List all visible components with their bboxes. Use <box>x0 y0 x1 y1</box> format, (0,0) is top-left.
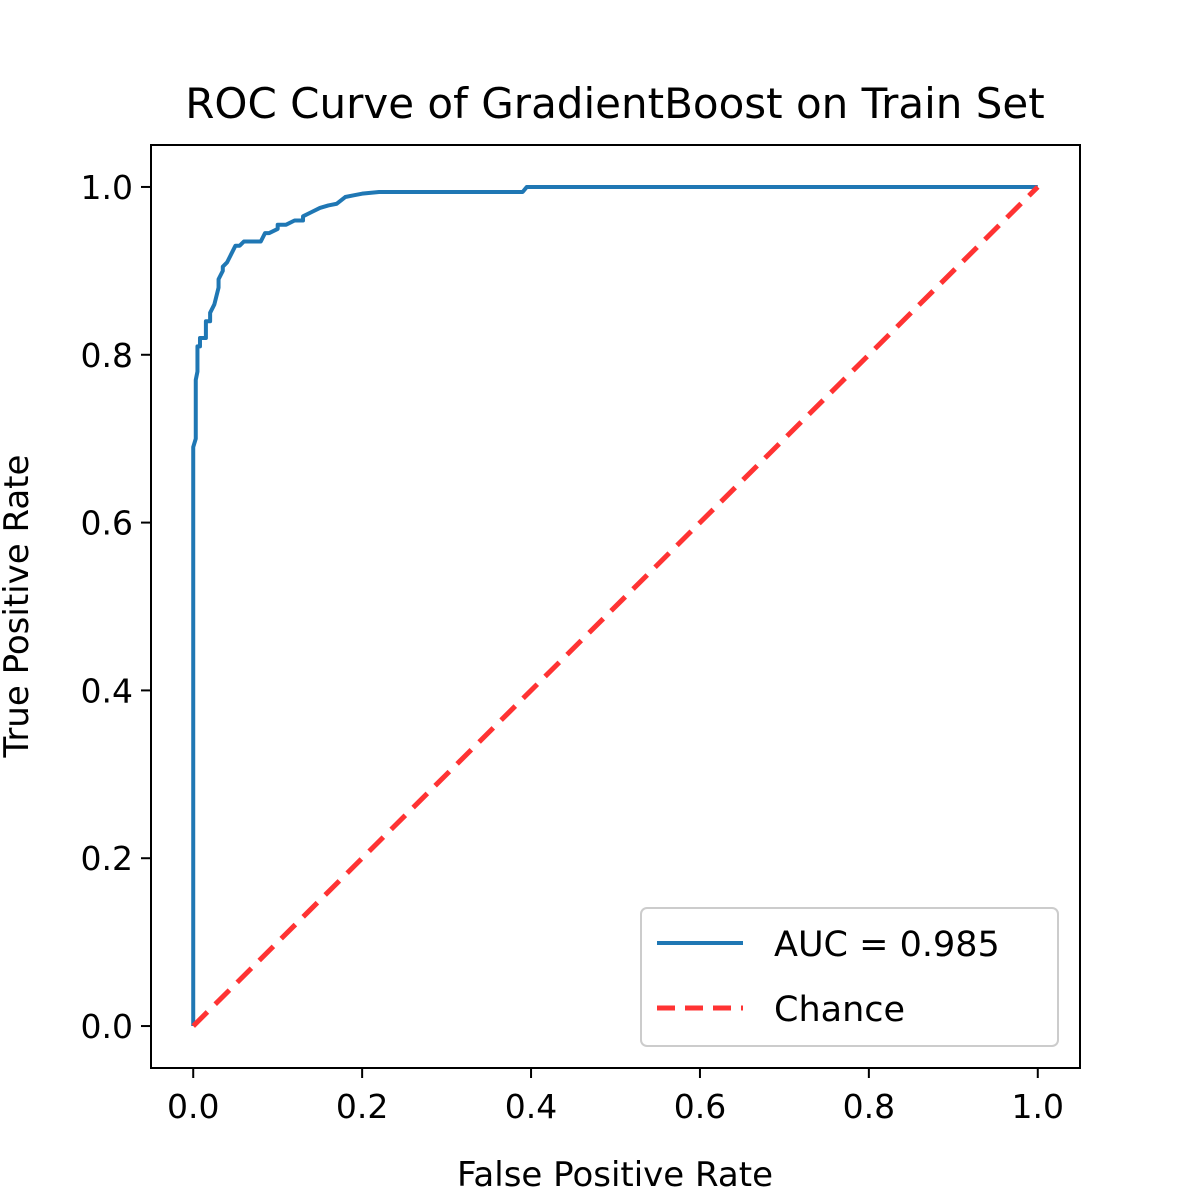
y-tick-label: 0.2 <box>81 839 133 878</box>
chart-title: ROC Curve of GradientBoost on Train Set <box>185 79 1044 128</box>
x-axis-label: False Positive Rate <box>457 1155 773 1195</box>
legend: AUC = 0.985 Chance <box>640 907 1059 1047</box>
x-tick-label: 0.4 <box>505 1087 557 1126</box>
y-axis: 0.0 0.2 0.4 0.6 0.8 1.0 <box>81 168 151 1046</box>
legend-label-auc: AUC = 0.985 <box>774 925 1000 965</box>
x-axis: 0.0 0.2 0.4 0.6 0.8 1.0 <box>167 1068 1064 1126</box>
series-line-chance <box>191 185 1040 1028</box>
series-layer <box>191 184 1040 1028</box>
y-axis-label: True Positive Rate <box>0 455 37 759</box>
x-tick-label: 1.0 <box>1012 1087 1064 1126</box>
legend-label-chance: Chance <box>774 990 905 1030</box>
axes-frame <box>150 144 1081 1069</box>
x-tick-label: 0.6 <box>674 1087 726 1126</box>
legend-box <box>640 907 1059 1047</box>
series-line-roc-curve <box>191 184 1038 1027</box>
y-tick-label: 1.0 <box>81 168 133 207</box>
plot-area <box>191 184 1040 1028</box>
x-tick-label: 0.2 <box>336 1087 388 1126</box>
x-tick-label: 0.8 <box>843 1087 895 1126</box>
y-tick-label: 0.0 <box>81 1007 133 1046</box>
y-tick-label: 0.4 <box>81 671 133 710</box>
x-tick-label: 0.0 <box>167 1087 219 1126</box>
y-tick-label: 0.8 <box>81 336 133 375</box>
y-tick-label: 0.6 <box>81 504 133 543</box>
